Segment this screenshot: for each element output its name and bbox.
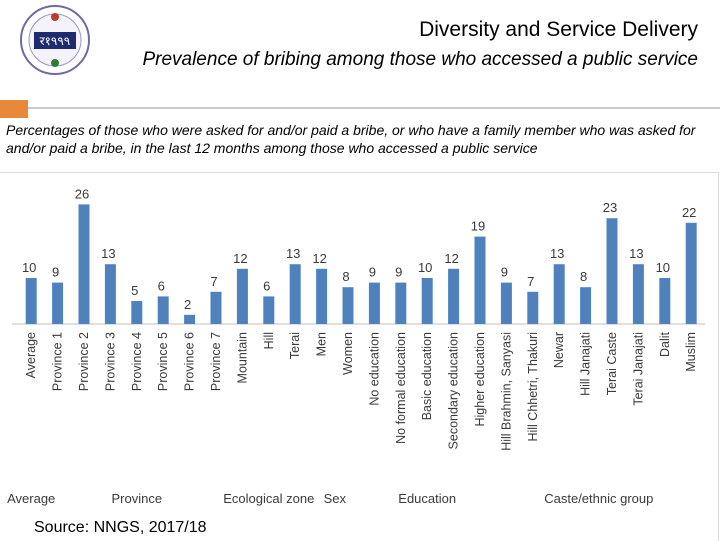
data-label: 10 bbox=[22, 260, 36, 275]
bar bbox=[316, 268, 328, 324]
category-label: Men bbox=[315, 332, 329, 356]
bar bbox=[263, 296, 275, 324]
data-label: 7 bbox=[210, 274, 217, 289]
bar bbox=[184, 314, 196, 324]
slide-title: Diversity and Service Delivery bbox=[419, 18, 698, 41]
category-label: Newar bbox=[552, 332, 566, 368]
bar bbox=[210, 291, 222, 324]
data-label: 9 bbox=[395, 265, 402, 280]
data-label: 10 bbox=[418, 260, 432, 275]
data-label: 9 bbox=[369, 265, 376, 280]
category-label: Province 6 bbox=[183, 332, 197, 391]
logo: र१٩٩٩ bbox=[20, 5, 90, 75]
category-label: Province 4 bbox=[130, 332, 144, 391]
category-label: Province 5 bbox=[156, 332, 170, 391]
category-label: Basic education bbox=[420, 332, 434, 420]
bar bbox=[395, 282, 407, 324]
data-label: 5 bbox=[131, 283, 138, 298]
logo-text: र१٩٩٩ bbox=[40, 34, 70, 48]
data-label: 22 bbox=[682, 205, 696, 220]
bar bbox=[25, 278, 37, 324]
bar bbox=[474, 236, 486, 324]
data-label: 9 bbox=[501, 265, 508, 280]
data-label: 12 bbox=[312, 251, 326, 266]
bar bbox=[131, 301, 143, 324]
category-label: Secondary education bbox=[447, 332, 461, 449]
bar bbox=[342, 287, 354, 324]
category-label: No formal education bbox=[394, 332, 408, 444]
bar bbox=[580, 287, 592, 324]
bar bbox=[236, 268, 248, 324]
slide-subtitle: Prevalence of bribing among those who ac… bbox=[142, 49, 698, 70]
category-label: Province 1 bbox=[51, 332, 65, 391]
data-label: 2 bbox=[184, 297, 191, 312]
category-label: No education bbox=[367, 332, 381, 406]
group-label: Ecological zone bbox=[223, 491, 314, 506]
category-label: Hill Chhetri, Thakuri bbox=[526, 332, 540, 442]
bar bbox=[157, 296, 169, 324]
bar bbox=[289, 264, 301, 324]
data-label: 7 bbox=[527, 274, 534, 289]
bar bbox=[52, 282, 64, 324]
data-label: 12 bbox=[444, 251, 458, 266]
bar bbox=[685, 222, 697, 324]
category-label: Average bbox=[24, 332, 38, 378]
category-label: Province 3 bbox=[103, 332, 117, 391]
bar bbox=[606, 218, 618, 324]
group-label: Province bbox=[112, 491, 163, 506]
category-label: Hill bbox=[262, 332, 276, 349]
category-label: Terai Janajati bbox=[631, 332, 645, 406]
category-label: Women bbox=[341, 332, 355, 375]
data-label: 9 bbox=[52, 265, 59, 280]
category-label: Province 7 bbox=[209, 332, 223, 391]
group-label: Education bbox=[398, 491, 456, 506]
data-label: 23 bbox=[603, 200, 617, 215]
category-label: Higher education bbox=[473, 332, 487, 427]
bar bbox=[368, 282, 380, 324]
data-label: 13 bbox=[629, 246, 643, 261]
group-label: Caste/ethnic group bbox=[544, 491, 653, 506]
bar bbox=[78, 204, 90, 324]
data-label: 19 bbox=[471, 219, 485, 234]
data-label: 13 bbox=[550, 246, 564, 261]
data-label: 8 bbox=[580, 269, 587, 284]
data-label: 13 bbox=[286, 246, 300, 261]
bar bbox=[104, 264, 116, 324]
bar bbox=[527, 291, 539, 324]
category-label: Terai Caste bbox=[605, 332, 619, 395]
bar bbox=[553, 264, 565, 324]
group-label: Sex bbox=[324, 491, 347, 506]
bar bbox=[659, 278, 671, 324]
category-label: Muslim bbox=[684, 332, 698, 372]
bar bbox=[500, 282, 512, 324]
category-label: Terai bbox=[288, 332, 302, 359]
data-label: 8 bbox=[342, 269, 349, 284]
bar bbox=[632, 264, 644, 324]
accent-bar bbox=[0, 100, 28, 118]
category-label: Province 2 bbox=[77, 332, 91, 391]
chart-frame bbox=[0, 172, 719, 541]
category-label: Hill Janajati bbox=[579, 332, 593, 396]
bar bbox=[448, 268, 460, 324]
divider bbox=[28, 107, 720, 109]
data-label: 10 bbox=[656, 260, 670, 275]
category-label: Hill Brahmin, Sanyasi bbox=[499, 332, 513, 451]
bar bbox=[421, 278, 433, 324]
data-label: 6 bbox=[158, 278, 165, 293]
chart-description: Percentages of those who were asked for … bbox=[6, 122, 696, 156]
data-label: 12 bbox=[233, 251, 247, 266]
data-label: 13 bbox=[101, 246, 115, 261]
data-label: 26 bbox=[75, 186, 89, 201]
source-note: Source: NNGS, 2017/18 bbox=[34, 519, 207, 536]
data-label: 6 bbox=[263, 278, 270, 293]
category-label: Mountain bbox=[235, 332, 249, 383]
group-label: Average bbox=[7, 491, 55, 506]
category-label: Dalit bbox=[658, 331, 672, 357]
